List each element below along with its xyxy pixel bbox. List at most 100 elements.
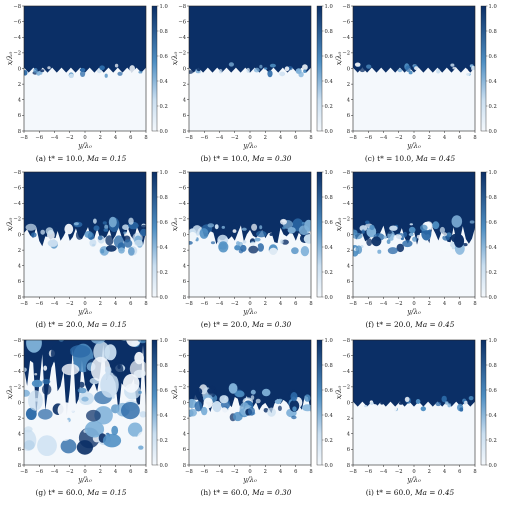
mixing-structure [118,247,125,254]
panel-c: −8 −6 −4 −2 0 2 4 6 8−8−6−4−202468y/λ₀x/λ₀1.00.8… [335,4,497,163]
mixing-structure [291,415,297,420]
mixing-structure [128,217,134,225]
mixing-structure [140,228,146,237]
mixing-structure [47,66,51,70]
colorbar-tick-label: 0.6 [489,54,497,60]
mixing-structure [416,234,421,239]
mixing-structure [24,389,30,397]
y-tick-label: −2 [178,385,186,391]
heavy-fluid-region [189,172,311,245]
x-tick-label: 6 [129,469,132,475]
mixing-structure [442,232,447,237]
y-tick-label: 4 [18,264,22,270]
mixing-structure [216,61,222,68]
mixing-structure [439,226,445,234]
mixing-structure [442,245,452,252]
colorbar-tick-label: 0.4 [489,413,498,419]
mixing-structure [61,363,80,376]
panel-h: −8 −6 −4 −2 0 2 4 6 8−8−6−4−202468y/λ₀x/λ₀1.00.8… [171,338,333,497]
y-tick-label: −6 [13,353,21,359]
mixing-structure [287,227,296,234]
x-tick-label: −8 [185,135,193,141]
y-tick-label: −8 [13,170,21,176]
mixing-structure [248,245,259,254]
x-tick-label: −6 [364,301,372,307]
mixing-structure [371,236,382,247]
x-tick-label: −8 [185,301,193,307]
mixing-structure [195,388,203,395]
mixing-structure [63,244,71,254]
mixing-structure [129,315,137,320]
x-tick-label: −8 [349,301,357,307]
mixing-structure [114,63,119,68]
caption-time: t* = 10.0, [213,154,252,163]
mixing-structure [59,340,64,341]
mixing-structure [269,247,278,257]
y-tick-label: −8 [178,4,186,10]
mixing-structure [97,235,103,241]
colorbar-tick-label: 0.6 [325,220,333,226]
plot-area [353,6,475,131]
caption-mach: Ma = 0.45 [414,320,455,329]
y-tick-label: 4 [347,432,351,438]
caption-mach: Ma = 0.30 [251,320,292,329]
mixing-structure [108,216,117,228]
y-tick-label: −6 [342,19,350,25]
mixing-structure [420,224,428,231]
y-tick-label: 0 [183,400,186,406]
colorbar-tick-label: 0.0 [160,129,168,135]
colorbar-tick-label: 0.2 [160,104,168,110]
mixing-structure [436,68,441,74]
y-tick-label: 0 [18,400,21,406]
caption-time: t* = 60.0, [213,488,252,497]
y-axis-label: x/λ₀ [171,386,179,400]
mixing-structure [303,234,311,244]
colorbar [480,339,487,466]
mixing-structure [103,228,109,232]
y-tick-label: 0 [18,66,21,72]
y-tick-label: −8 [342,170,350,176]
mixing-structure [93,218,97,224]
colorbar-tick-label: 0.2 [489,438,497,444]
mixing-structure [289,400,300,412]
mixing-structure [408,226,416,234]
x-axis-label: y/λ₀ [406,476,421,484]
mixing-structure [113,235,124,248]
mixing-structure [76,440,93,455]
mixing-structure [242,240,247,244]
mixing-structure [207,388,215,394]
x-tick-label: 2 [99,469,102,475]
colorbar-tick-label: 0.8 [325,29,333,35]
y-axis-label: x/λ₀ [171,52,179,66]
mixing-structure [104,73,108,78]
mixing-structure [51,341,71,366]
plot-area [24,315,146,465]
caption-mach: Ma = 0.15 [86,154,127,163]
colorbar-tick-label: 0.6 [160,388,168,394]
y-tick-label: 8 [347,295,350,301]
y-tick-label: −2 [342,385,350,391]
caption-time: t* = 20.0, [376,320,415,329]
mixing-structure [29,63,35,68]
panel-caption: (b) t* = 10.0, Ma = 0.30 [201,154,292,163]
x-tick-label: 2 [264,301,267,307]
x-tick-label: 4 [114,135,118,141]
panel-d: −8 −6 −4 −2 0 2 4 6 8−8−6−4−202468y/λ₀x/λ₀1.00.8… [6,170,168,329]
x-tick-label: −4 [51,469,59,475]
x-tick-label: −2 [395,135,403,141]
x-tick-label: 8 [309,301,312,307]
mixing-structure [240,244,247,252]
mixing-structure [450,63,455,67]
y-tick-label: 2 [347,416,350,422]
panel-caption: (d) t* = 20.0, Ma = 0.15 [36,320,127,329]
mixing-structure [250,395,255,400]
mixing-structure [33,68,38,73]
x-tick-label: 0 [248,301,251,307]
y-tick-label: −4 [13,369,21,375]
mixing-structure [24,429,37,451]
x-tick-label: 8 [309,469,312,475]
colorbar-tick-label: 1.0 [325,170,333,176]
x-tick-label: 8 [473,469,476,475]
colorbar-tick-label: 0.4 [325,245,334,251]
mixing-structure [38,409,53,420]
